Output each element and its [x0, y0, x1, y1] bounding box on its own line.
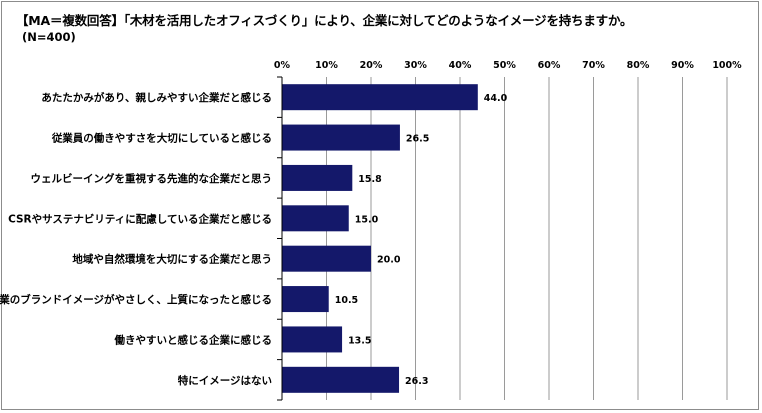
value-label: 15.0	[355, 214, 379, 225]
category-label: 働きやすいと感じる企業に感じる	[114, 333, 273, 346]
x-tick-label: 10%	[315, 60, 338, 71]
value-label: 44.0	[484, 93, 508, 104]
sample-size: (N=400)	[22, 30, 76, 44]
value-label: 15.8	[358, 174, 382, 185]
chart-title: 【MA＝複数回答】「木材を活用したオフィスづくり」により、企業に対してどのような…	[16, 13, 633, 28]
value-label: 13.5	[348, 335, 371, 346]
bar	[282, 124, 400, 151]
value-label: 10.5	[335, 295, 358, 306]
bars	[282, 84, 478, 393]
bar	[282, 326, 343, 353]
x-tick-label: 90%	[671, 60, 694, 71]
x-tick-label: 0%	[274, 60, 291, 71]
value-label: 20.0	[377, 255, 401, 266]
bar	[282, 164, 353, 191]
category-labels: あたたかみがあり、親しみやすい企業だと感じる従業員の働きやすさを大切にしていると…	[0, 91, 272, 387]
bar	[282, 286, 329, 313]
bar	[282, 245, 371, 272]
x-tick-label: 40%	[449, 60, 472, 71]
x-tick-label: 30%	[404, 60, 427, 71]
category-label: CSRやサステナビリティに配慮している企業だと感じる	[8, 212, 272, 225]
x-tick-label: 100%	[712, 60, 742, 71]
category-label: 従業員の働きやすさを大切にしていると感じる	[51, 132, 272, 145]
bar	[282, 205, 349, 232]
category-label: 地域や自然環境を大切にする企業だと思う	[72, 253, 272, 266]
x-tick-label: 50%	[493, 60, 516, 71]
x-tick-label: 20%	[360, 60, 383, 71]
x-axis-ticks: 0% 10% 20% 30% 40% 50% 60% 70% 80% 90% 100%	[274, 60, 742, 71]
x-tick-label: 60%	[538, 60, 561, 71]
category-label: ウェルビーイングを重視する先進的な企業だと思う	[31, 172, 273, 185]
bar	[282, 84, 478, 111]
y-axis	[277, 76, 283, 401]
category-label: 企業のブランドイメージがやさしく、上質になったと感じる	[0, 293, 272, 306]
x-tick-label: 70%	[582, 60, 605, 71]
value-labels: 44.0 26.5 15.8 15.0 20.0 10.5 13.5 26.3	[335, 93, 508, 387]
bar	[282, 366, 400, 393]
category-label: 特にイメージはない	[178, 374, 272, 387]
category-label: あたたかみがあり、親しみやすい企業だと感じる	[41, 91, 272, 104]
value-label: 26.5	[406, 134, 429, 145]
x-tick-label: 80%	[627, 60, 650, 71]
value-label: 26.3	[405, 376, 428, 387]
